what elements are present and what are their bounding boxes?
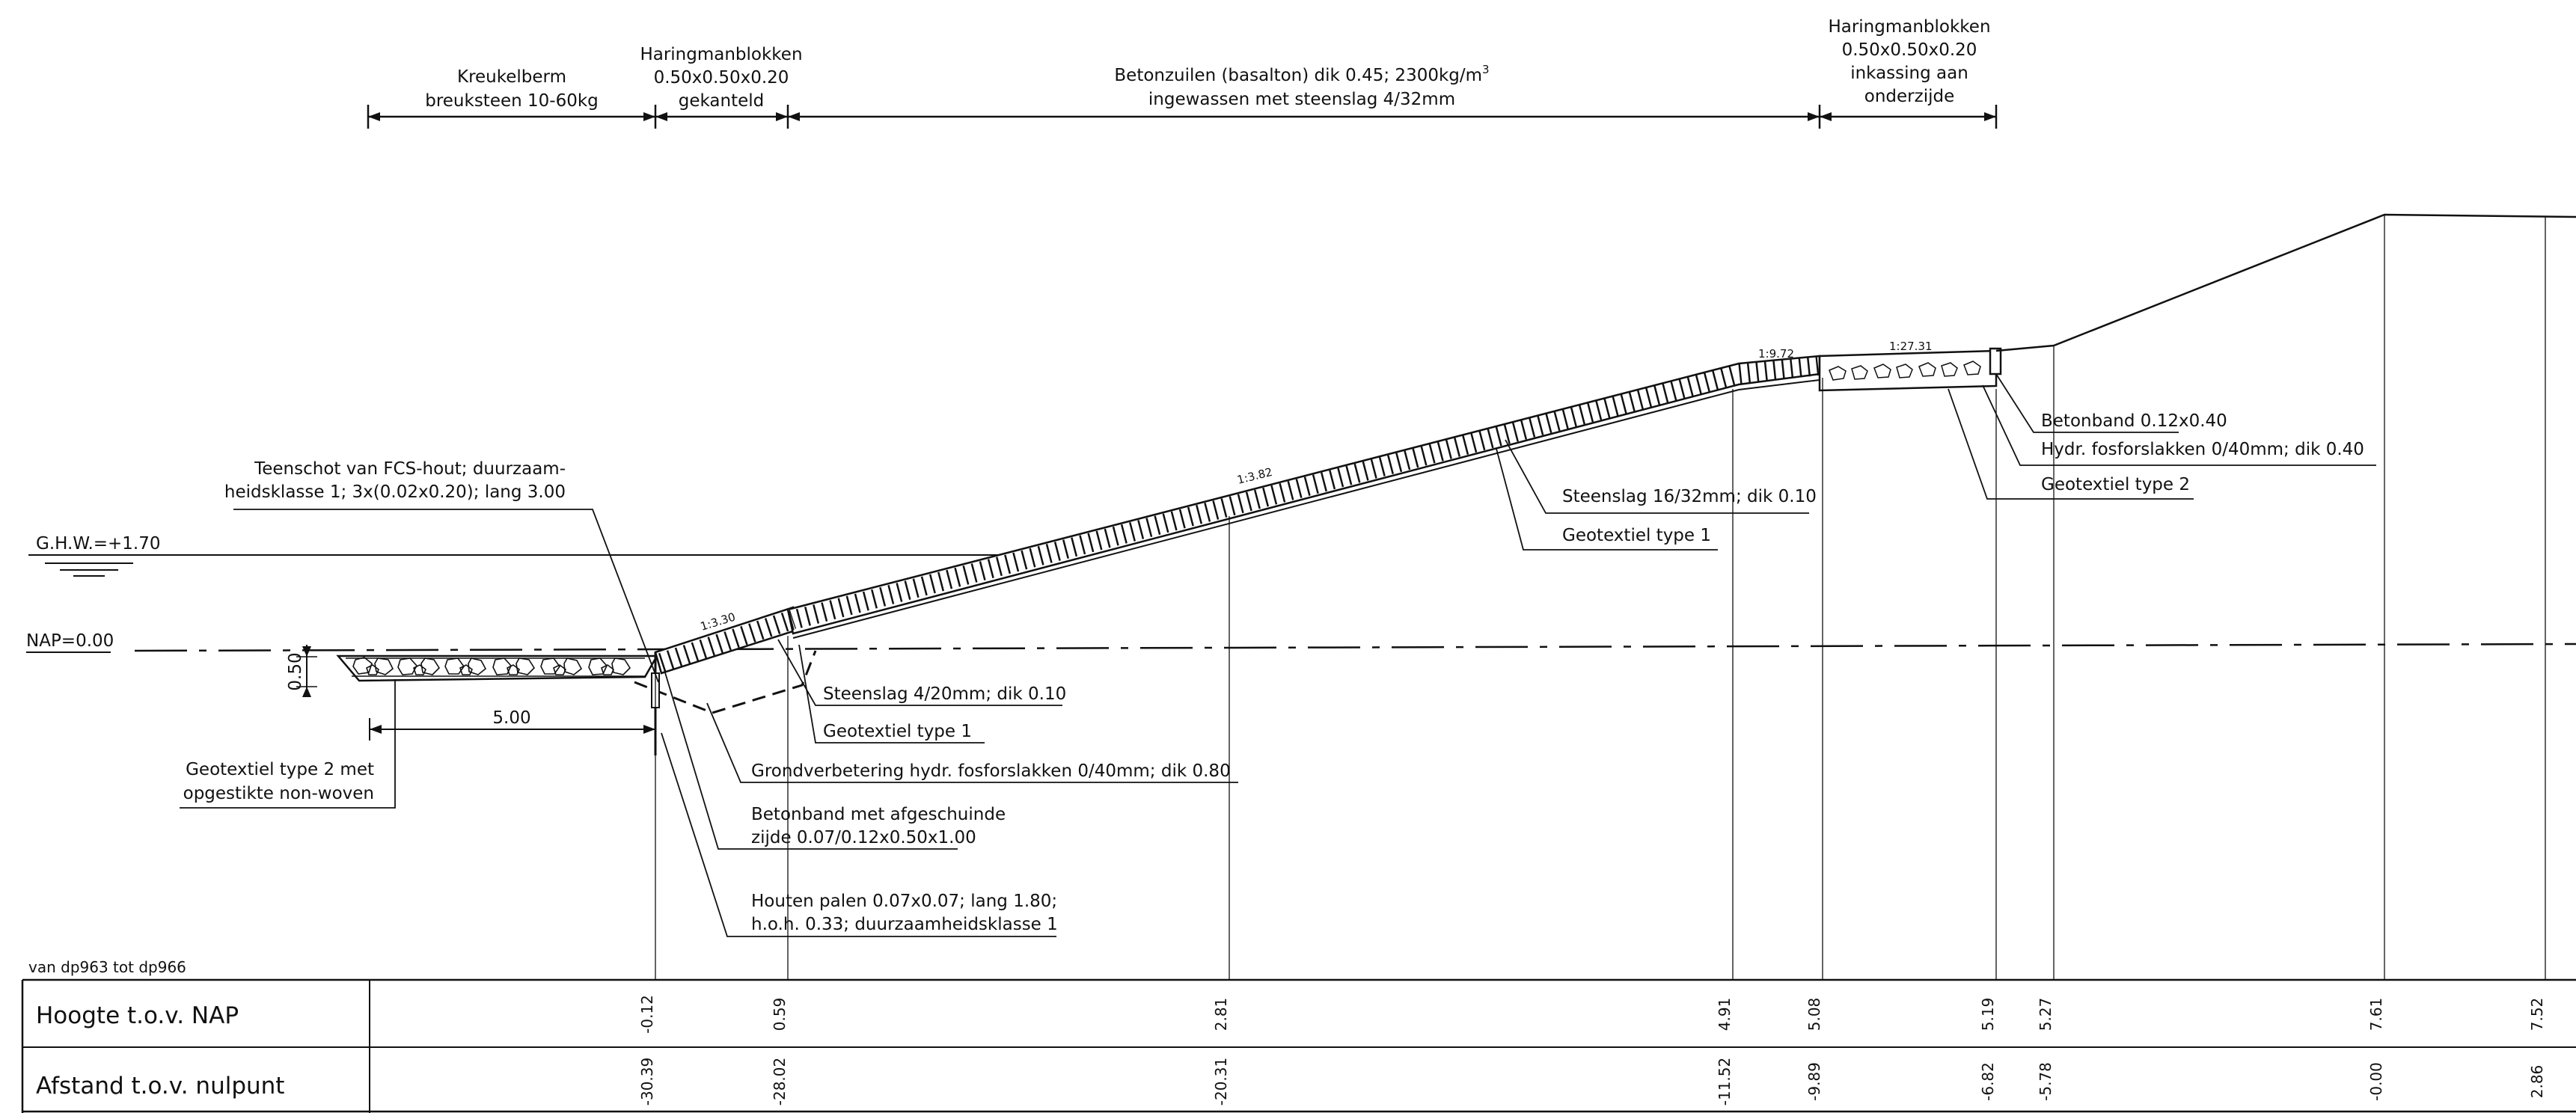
callout-betonband-toe-line2: zijde 0.07/0.12x0.50x1.00 [751, 828, 976, 847]
callout-houten-palen-leader [661, 732, 1056, 937]
callout-betonband-toe-leader [664, 669, 958, 850]
callout-houten-palen-line1: Houten palen 0.07x0.07; lang 1.80; [751, 892, 1057, 911]
callout-geotextiel2-toe-line1: Geotextiel type 2 met [186, 760, 374, 779]
height-value-3: 4.91 [1716, 998, 1734, 1031]
height-value-8: 7.52 [2528, 998, 2546, 1031]
callout-betonband-top-leader [1995, 373, 2179, 433]
callout-geotextiel2-top: Geotextiel type 2 [2041, 475, 2190, 494]
callout-houten-palen-line2: h.o.h. 0.33; duurzaamheidsklasse 1 [751, 915, 1058, 934]
toe-width-dimension: 5.00 [492, 708, 530, 728]
zone-kreukelberm-line2: breuksteen 10-60kg [425, 91, 599, 111]
water-levels: G.H.W.=+1.70 NAP=0.00 [26, 534, 2576, 653]
callout-geotextiel2-top-leader [1948, 388, 2194, 500]
reference-verticals [655, 216, 2546, 980]
distance-value-7: -0.00 [2367, 1062, 2385, 1101]
slope-berm-label: 1:27.31 [1889, 340, 1933, 353]
row-hoogte-label: Hoogte t.o.v. NAP [36, 1002, 239, 1029]
callout-steenslag-large: Steenslag 16/32mm; dik 0.10 [1562, 487, 1817, 506]
callout-grondverbetering-leader [706, 702, 1238, 783]
dike-crest-profile [1995, 213, 2576, 352]
dike-profile: 0.50 5.00 1:3.30 1:3.82 1:9.72 1:27.31 [286, 213, 2576, 980]
grondverbetering-outline [634, 650, 817, 714]
zone-kreukelberm-line1: Kreukelberm [457, 67, 566, 87]
distance-value-5: -6.82 [1979, 1062, 1997, 1101]
height-values: -0.12 0.59 2.81 4.91 5.08 5.19 5.27 7.61 7.52 [638, 995, 2546, 1034]
callout-geotextiel1-slope-leader [1496, 448, 1718, 551]
distance-values: -30.39 -28.02 -20.31 -11.52 -9.89 -6.82 -5.78 -… [638, 1058, 2546, 1106]
callout-betonband-top: Betonband 0.12x0.40 [2041, 411, 2227, 431]
callout-teenschot-line1: Teenschot van FCS-hout; duurzaam- [254, 459, 566, 479]
ghw-label: G.H.W.=+1.70 [36, 534, 161, 554]
zone-haringman-top-line2: 0.50x0.50x0.20 [1842, 40, 1977, 60]
distance-value-6: -5.78 [2037, 1062, 2055, 1101]
top-berm-stones [1829, 361, 1981, 381]
callout-geotextiel1-toe-leader [798, 644, 985, 743]
slope-main-label: 1:3.82 [1236, 465, 1274, 487]
kreukelberm-edge [346, 657, 645, 677]
top-zone-dimensions: Kreukelberm breuksteen 10-60kg Haringman… [367, 17, 1998, 129]
callout-teenschot-line2: heidsklasse 1; 3x(0.02x0.20); lang 3.00 [224, 482, 566, 502]
zone-haringman-toe-line2: 0.50x0.50x0.20 [654, 68, 789, 88]
nap-label: NAP=0.00 [26, 631, 114, 651]
zone-haringman-toe-line3: gekanteld [679, 91, 765, 111]
height-value-7: 7.61 [2367, 998, 2385, 1031]
distance-value-2: -20.31 [1212, 1058, 1230, 1106]
profile-table: van dp963 tot dp966 Hoogte t.o.v. NAP Af… [21, 958, 2576, 1113]
distance-value-0: -30.39 [638, 1058, 656, 1106]
callout-grondverbetering: Grondverbetering hydr. fosforslakken 0/4… [751, 761, 1231, 781]
distance-value-4: -9.89 [1805, 1062, 1823, 1101]
height-value-6: 5.27 [2037, 998, 2055, 1031]
thickness-dimension: 0.50 [286, 652, 305, 690]
callout-hydr-top: Hydr. fosforslakken 0/40mm; dik 0.40 [2041, 440, 2364, 459]
slope-upper-label: 1:9.72 [1758, 347, 1794, 361]
callout-steenslag-large-leader [1505, 439, 1809, 514]
kreukelberm-stones [352, 657, 631, 675]
callout-hydr-top-leader [1982, 384, 2376, 466]
callout-geotextiel1-slope: Geotextiel type 1 [1562, 526, 1711, 545]
toe-blocks-hatch [658, 610, 797, 672]
distance-value-8: 2.86 [2528, 1065, 2546, 1099]
callout-geotextiel1-toe: Geotextiel type 1 [823, 722, 972, 741]
top-betonband-marker [1989, 347, 2002, 375]
height-value-0: -0.12 [638, 995, 656, 1034]
distance-value-1: -28.02 [771, 1058, 789, 1106]
callout-geotextiel2-toe-leader [180, 679, 396, 809]
distance-value-3: -11.52 [1716, 1058, 1734, 1106]
zone-haringman-top-line4: onderzijde [1864, 87, 1954, 106]
zone-haringman-top-line1: Haringmanblokken [1828, 17, 1990, 37]
callout-geotextiel2-toe-line2: opgestikte non-woven [183, 784, 374, 803]
height-value-5: 5.19 [1979, 998, 1997, 1031]
height-value-1: 0.59 [771, 998, 789, 1031]
row-afstand-label: Afstand t.o.v. nulpunt [36, 1073, 284, 1100]
basalton-columns-hatch [787, 356, 1820, 631]
callout-steenslag-small-leader [777, 639, 1062, 706]
zone-haringman-toe-line1: Haringmanblokken [640, 45, 802, 64]
height-value-2: 2.81 [1212, 998, 1230, 1031]
nap-reference-line [134, 643, 2576, 652]
table-section-label: van dp963 tot dp966 [28, 958, 186, 976]
zone-haringman-top-line3: inkassing aan [1850, 64, 1968, 83]
callouts: Teenschot van FCS-hout; duurzaam- heidsk… [180, 373, 2376, 937]
callout-betonband-toe-line1: Betonband met afgeschuinde [751, 805, 1006, 824]
zone-betonzuilen-line1: Betonzuilen (basalton) dik 0.45; 2300kg/… [1114, 63, 1489, 85]
callout-teenschot-leader [233, 509, 659, 683]
height-value-4: 5.08 [1805, 998, 1823, 1031]
underlayer-line [792, 379, 1820, 639]
zone-betonzuilen-line2: ingewassen met steenslag 4/32mm [1148, 90, 1455, 109]
callout-steenslag-small: Steenslag 4/20mm; dik 0.10 [823, 684, 1066, 704]
top-haringman-blocks [1818, 349, 1998, 392]
